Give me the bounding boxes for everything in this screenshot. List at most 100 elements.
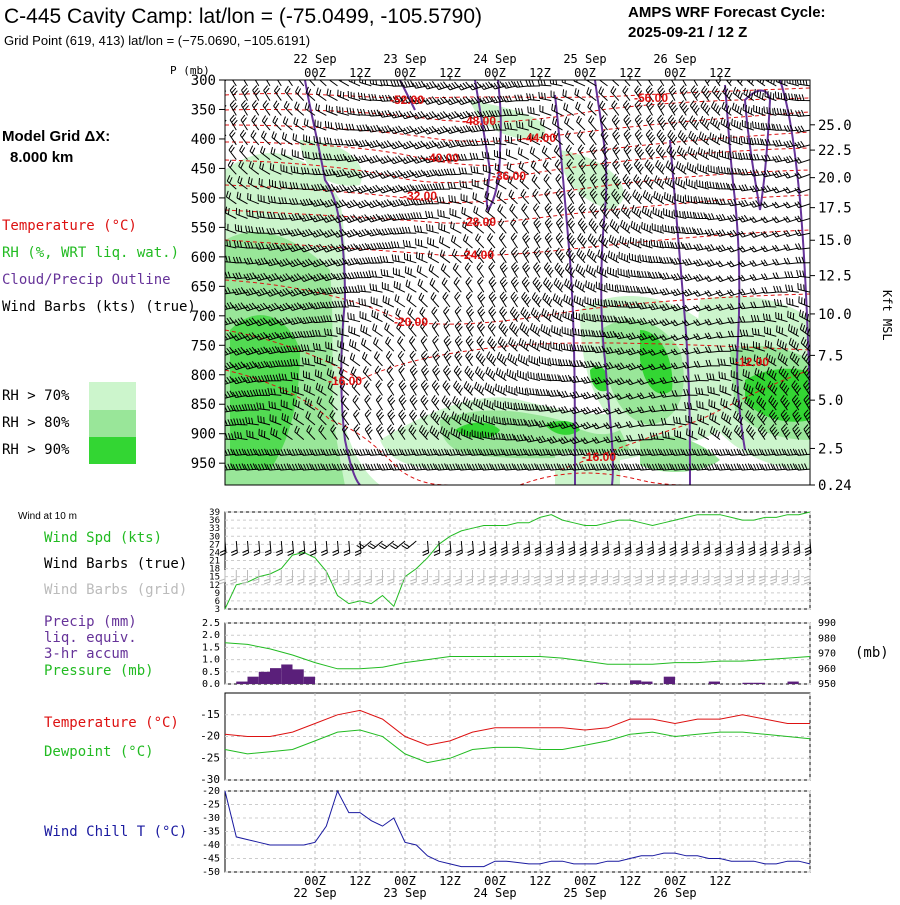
wind-barb — [355, 228, 372, 238]
wind-barb — [469, 152, 484, 161]
wind-barb — [457, 139, 473, 148]
wind-barb — [526, 387, 541, 396]
temperature-label: Temperature (°C) — [44, 715, 179, 731]
wind-barb — [367, 242, 383, 251]
wind-barb — [477, 306, 486, 322]
wind-barb — [476, 262, 485, 278]
wind-barb — [493, 149, 507, 161]
surface-wind-barb — [444, 540, 452, 556]
wind-barb — [622, 100, 631, 116]
wind-barb — [560, 342, 574, 352]
dewpoint-line — [224, 729, 811, 764]
wind-barb — [232, 256, 248, 264]
wind-barb — [697, 413, 709, 426]
wind-barb — [344, 271, 361, 280]
wind-barb — [566, 173, 576, 190]
grid-wind-barb — [500, 570, 507, 585]
wind-barb — [766, 367, 777, 382]
wind-barb — [745, 424, 756, 440]
wind-barb — [739, 152, 754, 161]
contour-label: -12.00 — [735, 355, 769, 369]
pressure-tick-label: 550 — [191, 220, 216, 236]
wind-barb — [416, 251, 428, 264]
wind-barb — [592, 463, 608, 471]
wind-barb — [231, 317, 248, 327]
wind-barb — [266, 360, 282, 368]
wind-barb — [636, 80, 642, 87]
wind-barb — [328, 80, 338, 87]
pressure-tick-label: 990 — [818, 618, 836, 629]
wind-barb — [659, 318, 676, 327]
wind-barb — [277, 331, 293, 340]
wind-barb — [607, 266, 619, 278]
wind-barb — [288, 273, 304, 283]
wind-barb — [630, 220, 642, 234]
wind-barb — [243, 389, 259, 398]
wind-barb — [480, 463, 496, 471]
surface-wind-barb — [309, 540, 317, 556]
wind-barb — [333, 258, 349, 267]
wind-barb — [225, 448, 237, 456]
wind-barb — [497, 336, 508, 352]
wind-barb — [581, 448, 597, 456]
wind-barb — [345, 448, 361, 456]
wind-barb — [441, 277, 451, 293]
wind-barb — [408, 336, 417, 352]
wind-barb — [727, 303, 743, 311]
wind-barb — [633, 159, 644, 175]
wind-barb — [566, 232, 577, 249]
wind-barb — [367, 256, 383, 264]
rh80-swatch — [89, 410, 136, 437]
precip-bar — [630, 680, 642, 684]
wind-barb — [465, 335, 474, 352]
surface-wind-barb — [669, 540, 677, 556]
wind-barb — [265, 287, 282, 297]
wind-barb — [480, 124, 496, 132]
wind-barb — [587, 101, 597, 116]
wind-barb — [477, 276, 485, 293]
wind-barb — [749, 231, 766, 238]
wind-barb — [229, 129, 237, 146]
wind-barb — [456, 81, 473, 91]
wind-barb — [760, 169, 777, 178]
wind-barb — [235, 207, 248, 219]
panel-tick-label: 12 — [209, 581, 220, 591]
grid-wind-barb — [635, 570, 642, 585]
wind-barb — [225, 158, 226, 160]
wind-barb — [445, 81, 462, 91]
wind-barb — [645, 144, 655, 160]
wind-barb — [432, 365, 441, 381]
wind-barb — [801, 351, 810, 367]
wind-barb — [366, 155, 383, 164]
wind-barb — [726, 229, 743, 238]
wind-barb — [266, 463, 282, 471]
wind-barb — [440, 410, 451, 426]
wind-barb — [369, 283, 383, 293]
wind-barb — [591, 406, 608, 415]
wind-barb — [761, 138, 777, 146]
wind-barb — [760, 216, 777, 224]
wind-barb — [239, 129, 248, 146]
wind-barb — [803, 424, 810, 440]
wind-barb — [301, 357, 316, 367]
wind-barb — [417, 278, 428, 293]
grid-wind-barb — [387, 570, 395, 585]
wind-barb — [502, 80, 518, 89]
wind-barb — [567, 217, 576, 234]
wind-barb — [749, 216, 766, 223]
wind-barb — [243, 302, 259, 312]
wind-barb — [349, 339, 361, 352]
wind-barb — [685, 415, 698, 426]
wind-barb — [731, 383, 743, 396]
contour-label: -32.00 — [403, 189, 437, 203]
surface-wind-barb — [219, 540, 227, 556]
wind-barb — [593, 314, 608, 323]
wind-barb — [225, 217, 226, 219]
wind-barb — [760, 273, 777, 281]
grid-wind-barb — [466, 570, 473, 585]
wind-barb — [803, 409, 810, 426]
wind-barb — [421, 365, 430, 381]
wind-barb — [391, 254, 406, 264]
rh70-swatch — [89, 382, 136, 410]
wind-barb — [787, 324, 800, 337]
